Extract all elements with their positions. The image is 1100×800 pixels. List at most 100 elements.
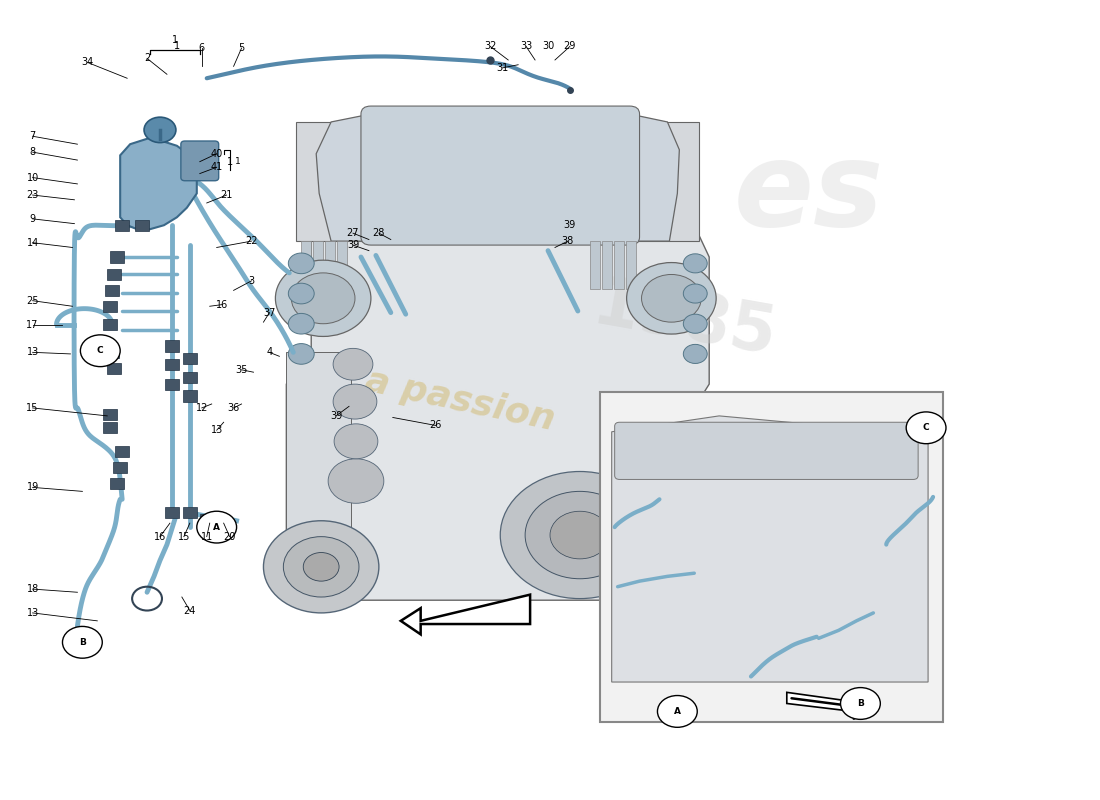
Circle shape: [284, 537, 359, 597]
Text: 32: 32: [484, 42, 496, 51]
Circle shape: [683, 284, 707, 303]
Circle shape: [197, 511, 236, 543]
Bar: [165, 378, 179, 390]
Bar: [103, 301, 118, 312]
Text: 1: 1: [172, 35, 178, 45]
Text: 40: 40: [210, 149, 223, 158]
Text: 2: 2: [144, 54, 151, 63]
Polygon shape: [510, 122, 700, 241]
Polygon shape: [612, 416, 928, 682]
Text: A: A: [674, 707, 681, 716]
Circle shape: [288, 343, 315, 364]
Circle shape: [333, 348, 373, 380]
Text: FERRARI: FERRARI: [370, 174, 412, 184]
Bar: [183, 372, 197, 383]
Circle shape: [500, 471, 659, 598]
Bar: [103, 422, 118, 434]
Bar: [106, 346, 119, 358]
Text: 19: 19: [26, 482, 39, 492]
Polygon shape: [120, 138, 197, 229]
Text: 5: 5: [239, 43, 244, 53]
Text: 1985: 1985: [587, 272, 781, 369]
Circle shape: [288, 314, 315, 334]
Circle shape: [627, 262, 716, 334]
Polygon shape: [786, 692, 867, 713]
Bar: [110, 478, 124, 489]
Text: 18: 18: [26, 584, 39, 594]
Circle shape: [683, 314, 707, 334]
Circle shape: [840, 687, 880, 719]
Circle shape: [550, 511, 609, 559]
Circle shape: [525, 491, 635, 578]
Text: 17: 17: [26, 319, 39, 330]
Bar: [165, 507, 179, 518]
Text: 6: 6: [199, 43, 205, 53]
Polygon shape: [602, 241, 612, 289]
Bar: [183, 390, 197, 402]
Text: 25: 25: [26, 296, 39, 306]
Polygon shape: [314, 241, 323, 289]
Text: 12: 12: [196, 403, 208, 413]
Text: 7: 7: [30, 131, 36, 142]
Text: 16: 16: [216, 300, 228, 310]
Text: 3: 3: [249, 276, 254, 286]
Polygon shape: [286, 352, 351, 535]
Polygon shape: [614, 241, 624, 289]
Text: 1: 1: [234, 157, 241, 166]
Text: 39: 39: [330, 411, 342, 421]
Circle shape: [304, 553, 339, 581]
Text: 20: 20: [223, 532, 235, 542]
Text: B: B: [857, 699, 864, 708]
Bar: [107, 362, 121, 374]
Text: 13: 13: [210, 425, 223, 435]
Circle shape: [333, 384, 377, 419]
Polygon shape: [400, 594, 530, 634]
Text: 24: 24: [184, 606, 196, 615]
Text: 36: 36: [228, 403, 240, 413]
Bar: [107, 269, 121, 280]
Circle shape: [288, 253, 315, 274]
Text: B: B: [79, 638, 86, 647]
Text: 22: 22: [245, 236, 257, 246]
FancyBboxPatch shape: [600, 392, 943, 722]
Polygon shape: [337, 241, 346, 289]
Text: C: C: [923, 423, 930, 432]
Circle shape: [605, 452, 694, 523]
Text: 11: 11: [200, 532, 213, 542]
Polygon shape: [854, 697, 868, 719]
Text: 27: 27: [346, 228, 360, 238]
Text: 28: 28: [373, 228, 385, 238]
Circle shape: [292, 273, 355, 324]
Polygon shape: [326, 241, 336, 289]
Bar: [214, 515, 229, 526]
Text: 34: 34: [81, 58, 94, 67]
Bar: [103, 319, 118, 330]
Polygon shape: [301, 241, 311, 289]
Bar: [116, 220, 129, 230]
Text: 26: 26: [429, 421, 442, 430]
Text: 4: 4: [266, 347, 273, 358]
Circle shape: [683, 254, 707, 273]
Text: 13: 13: [26, 347, 39, 358]
Text: 37: 37: [263, 308, 276, 318]
Bar: [113, 462, 128, 473]
Circle shape: [80, 335, 120, 366]
FancyBboxPatch shape: [180, 141, 219, 181]
Text: 23: 23: [26, 190, 39, 200]
Bar: [103, 409, 118, 420]
Polygon shape: [316, 114, 680, 241]
Text: 13: 13: [26, 608, 39, 618]
Text: 41: 41: [210, 162, 223, 172]
Text: A: A: [213, 522, 220, 532]
Circle shape: [288, 283, 315, 304]
Bar: [165, 341, 179, 351]
Bar: [116, 446, 129, 457]
Circle shape: [328, 458, 384, 503]
Circle shape: [906, 412, 946, 444]
Bar: [165, 358, 179, 370]
Text: 15: 15: [26, 403, 39, 413]
Circle shape: [683, 344, 707, 363]
Text: C: C: [97, 346, 103, 355]
Circle shape: [621, 465, 678, 510]
Polygon shape: [590, 241, 600, 289]
